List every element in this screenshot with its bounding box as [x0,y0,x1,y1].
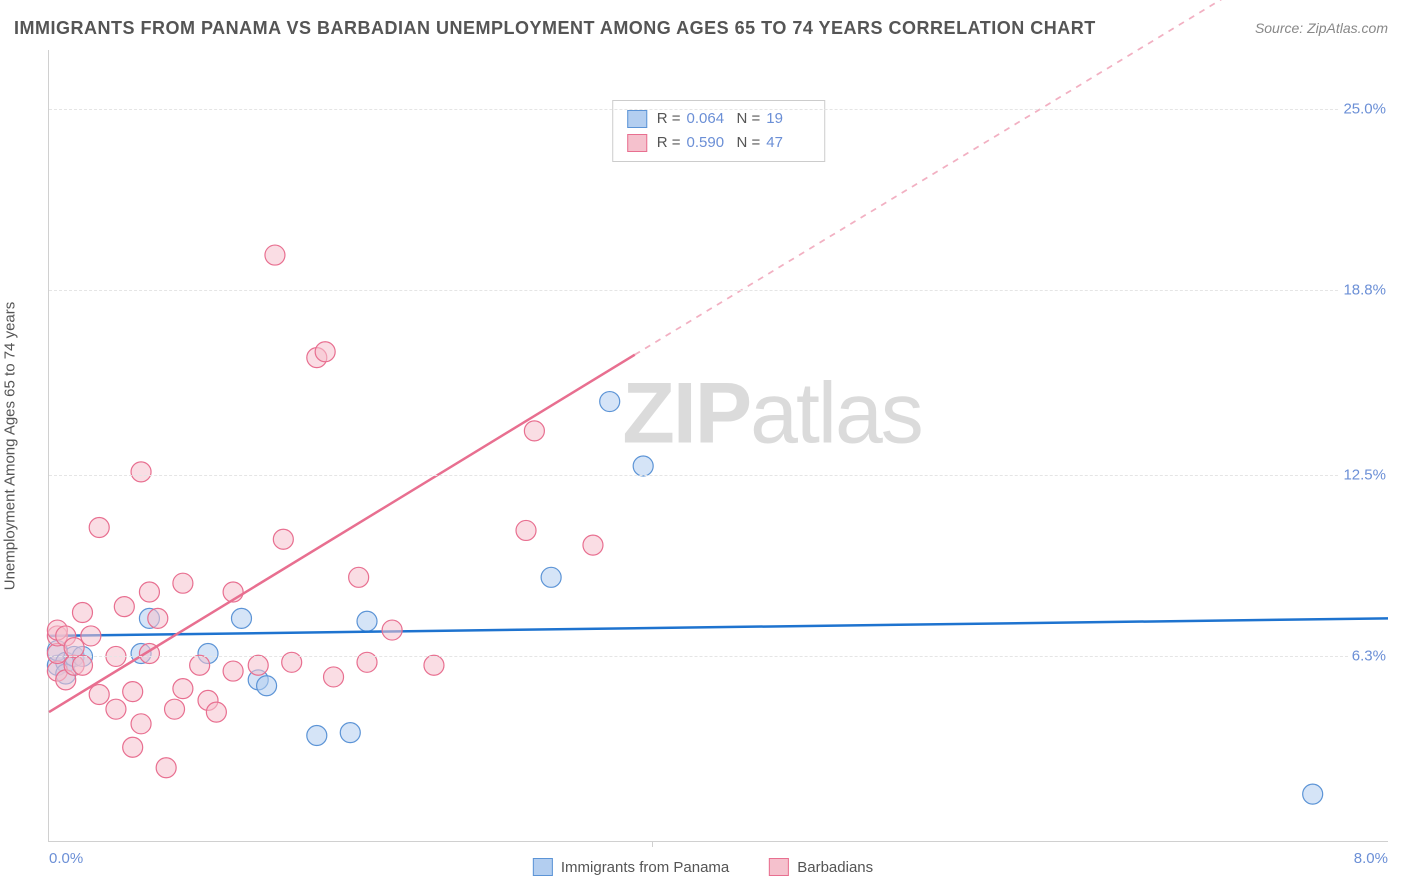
data-point [524,421,544,441]
data-point [307,726,327,746]
y-tick-label: 25.0% [1339,100,1390,117]
data-point [106,699,126,719]
legend-swatch [627,134,647,152]
chart-svg [49,50,1388,841]
grid-line [49,109,1388,110]
data-point [357,611,377,631]
data-point [131,714,151,734]
y-tick-label: 18.8% [1339,282,1390,299]
data-point [114,597,134,617]
data-point [156,758,176,778]
data-point [89,685,109,705]
legend-text: R =0.064N =19 [657,107,811,131]
legend-item: Immigrants from Panama [533,858,729,876]
data-point [165,699,185,719]
data-point [72,602,92,622]
data-point [173,679,193,699]
x-tick-mark [652,841,653,847]
data-point [131,462,151,482]
data-point [206,702,226,722]
data-point [265,245,285,265]
legend-swatch [769,858,789,876]
data-point [1303,784,1323,804]
data-point [273,529,293,549]
data-point [357,652,377,672]
legend-row: R =0.064N =19 [627,107,811,131]
series-legend: Immigrants from Panama Barbadians [533,858,873,876]
data-point [248,655,268,675]
grid-line [49,290,1388,291]
data-point [223,661,243,681]
data-point [81,626,101,646]
grid-line [49,475,1388,476]
data-point [516,520,536,540]
x-tick-label: 0.0% [49,850,83,867]
data-point [282,652,302,672]
data-point [541,567,561,587]
data-point [583,535,603,555]
data-point [349,567,369,587]
data-point [148,608,168,628]
data-point [315,342,335,362]
data-point [424,655,444,675]
legend-text: R =0.590N =47 [657,131,811,155]
data-point [190,655,210,675]
x-tick-label: 8.0% [1354,850,1388,867]
legend-swatch [627,110,647,128]
data-point [340,723,360,743]
legend-label: Barbadians [797,859,873,876]
data-point [324,667,344,687]
chart-title: IMMIGRANTS FROM PANAMA VS BARBADIAN UNEM… [14,18,1096,39]
data-point [123,737,143,757]
data-point [231,608,251,628]
source-attribution: Source: ZipAtlas.com [1255,20,1388,36]
y-tick-label: 12.5% [1339,466,1390,483]
y-tick-label: 6.3% [1348,648,1390,665]
data-point [382,620,402,640]
data-point [173,573,193,593]
data-point [64,638,84,658]
y-axis-label: Unemployment Among Ages 65 to 74 years [2,302,19,591]
legend-item: Barbadians [769,858,873,876]
trend-line-extrapolated [635,0,1380,355]
plot-area: ZIPatlas R =0.064N =19R =0.590N =47 6.3%… [48,50,1388,842]
data-point [257,676,277,696]
trend-line [49,355,635,712]
legend-swatch [533,858,553,876]
data-point [633,456,653,476]
data-point [123,682,143,702]
legend-row: R =0.590N =47 [627,131,811,155]
data-point [89,518,109,538]
grid-line [49,656,1388,657]
data-point [72,655,92,675]
data-point [139,582,159,602]
data-point [600,392,620,412]
legend-label: Immigrants from Panama [561,859,729,876]
